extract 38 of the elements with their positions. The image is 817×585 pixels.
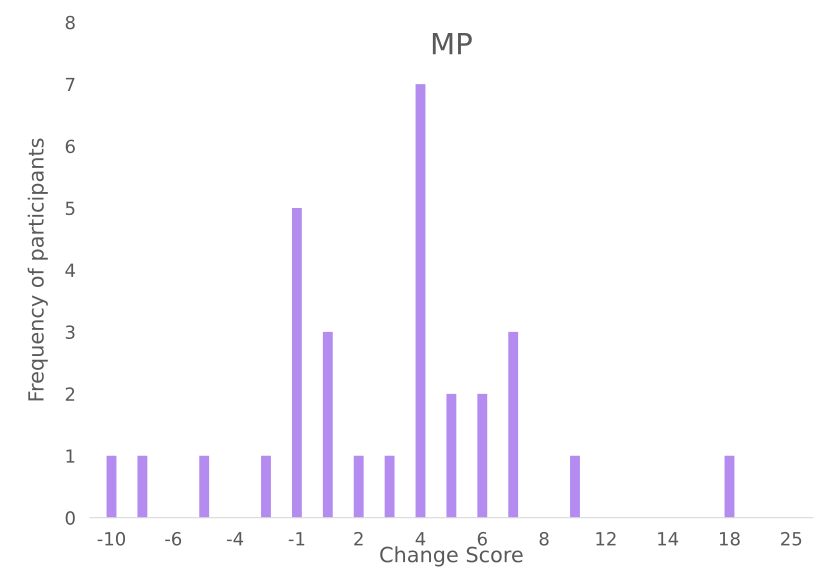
y-axis-title: Frequency of participants: [28, 138, 48, 400]
x-tick-label: 6: [478, 532, 487, 546]
bar: [354, 456, 364, 518]
x-axis-title: Change Score: [380, 546, 523, 566]
bar: [322, 332, 333, 518]
y-tick-label: 2: [66, 387, 74, 401]
y-tick-label: 3: [66, 325, 75, 340]
bar: [508, 332, 518, 518]
x-tick-label: 2: [354, 532, 363, 546]
x-tick-label: 4: [416, 532, 426, 546]
bar: [292, 208, 302, 518]
x-tick-label: 8: [540, 532, 549, 546]
bar: [416, 84, 426, 518]
y-tick-label: 1: [66, 449, 74, 463]
chart-title: MP: [432, 33, 472, 54]
bar: [199, 456, 210, 518]
bar: [570, 456, 580, 518]
y-tick-label: 7: [66, 78, 74, 92]
bar: [477, 394, 488, 518]
x-tick-label: -1: [288, 532, 304, 546]
bar: [724, 456, 734, 518]
x-tick-label: -4: [226, 532, 244, 546]
x-tick-label: -6: [165, 532, 182, 546]
y-tick-label: 8: [66, 16, 75, 30]
y-tick-label: 0: [66, 511, 75, 525]
x-tick-label: 12: [596, 532, 616, 546]
x-tick-label: 14: [658, 532, 678, 546]
bar: [137, 456, 148, 518]
x-tick-label: -10: [98, 532, 126, 546]
bar: [261, 456, 271, 518]
bar: [446, 394, 456, 518]
y-tick-label: 6: [66, 140, 75, 154]
bar: [384, 456, 395, 518]
y-tick-label: 5: [66, 202, 74, 216]
x-tick-label: 25: [781, 532, 802, 546]
x-tick-label: 18: [720, 532, 740, 546]
y-tick-label: 4: [65, 264, 75, 277]
bar: [106, 456, 116, 518]
